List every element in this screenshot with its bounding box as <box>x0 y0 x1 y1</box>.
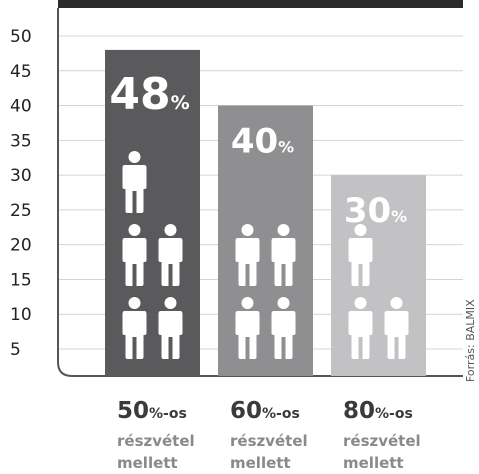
category-labels: 50%-os részvétel mellett 60%-os részvétel mel… <box>117 398 421 472</box>
person-icon <box>271 224 296 286</box>
person-icon <box>348 297 373 359</box>
person-icon <box>235 224 260 286</box>
y-tick-label: 20 <box>10 236 32 256</box>
category-label-line2: részvétel <box>230 432 308 450</box>
y-tick-label: 15 <box>10 270 32 290</box>
source-note: Forrás: BALMIX <box>464 299 477 382</box>
y-tick-label: 25 <box>10 201 32 221</box>
category-label-line3: mellett <box>117 454 178 472</box>
category-label-line2: részvétel <box>343 432 421 450</box>
person-icon <box>271 297 296 359</box>
person-icon <box>348 224 373 286</box>
person-icon <box>158 224 183 286</box>
top-bar <box>58 0 463 8</box>
y-tick-label: 10 <box>10 305 32 325</box>
y-tick-label: 40 <box>10 97 32 117</box>
bar <box>218 105 313 377</box>
category-label-line1: 60%-os <box>230 398 300 424</box>
person-icon <box>158 297 183 359</box>
person-icon <box>384 297 409 359</box>
person-icon <box>122 224 147 286</box>
y-tick-label: 45 <box>10 62 32 82</box>
bar <box>331 175 426 376</box>
person-icon <box>122 297 147 359</box>
value-label: 40% <box>231 122 294 162</box>
y-tick-label: 35 <box>10 131 32 151</box>
category-label-line1: 80%-os <box>343 398 413 424</box>
people-icons <box>122 151 409 359</box>
category-label-line1: 50%-os <box>117 398 187 424</box>
value-label: 48% <box>109 69 189 120</box>
category-label-line2: részvétel <box>117 432 195 450</box>
value-labels: 48% 40% 30% <box>109 69 407 231</box>
axis-line <box>57 8 463 377</box>
bar <box>105 49 200 377</box>
person-icon <box>235 297 260 359</box>
y-tick-label: 30 <box>10 166 32 186</box>
y-axis-ticks: 5 10 15 20 25 30 35 40 45 50 <box>10 27 32 360</box>
category-label-line3: mellett <box>343 454 404 472</box>
category-label-line3: mellett <box>230 454 291 472</box>
y-tick-label: 50 <box>10 27 32 47</box>
y-tick-label: 5 <box>10 340 21 360</box>
person-icon <box>122 151 147 213</box>
value-label: 30% <box>344 191 407 231</box>
bars <box>105 49 426 377</box>
